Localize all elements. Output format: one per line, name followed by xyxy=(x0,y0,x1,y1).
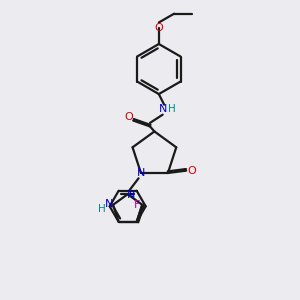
Text: F: F xyxy=(134,200,140,210)
Text: O: O xyxy=(187,166,196,176)
Text: N: N xyxy=(158,104,167,114)
Text: O: O xyxy=(124,112,133,122)
Text: N: N xyxy=(104,199,113,209)
Text: H: H xyxy=(168,104,176,114)
Text: N: N xyxy=(137,168,145,178)
Text: H: H xyxy=(98,204,106,214)
Text: N: N xyxy=(127,190,135,200)
Text: O: O xyxy=(154,23,163,33)
